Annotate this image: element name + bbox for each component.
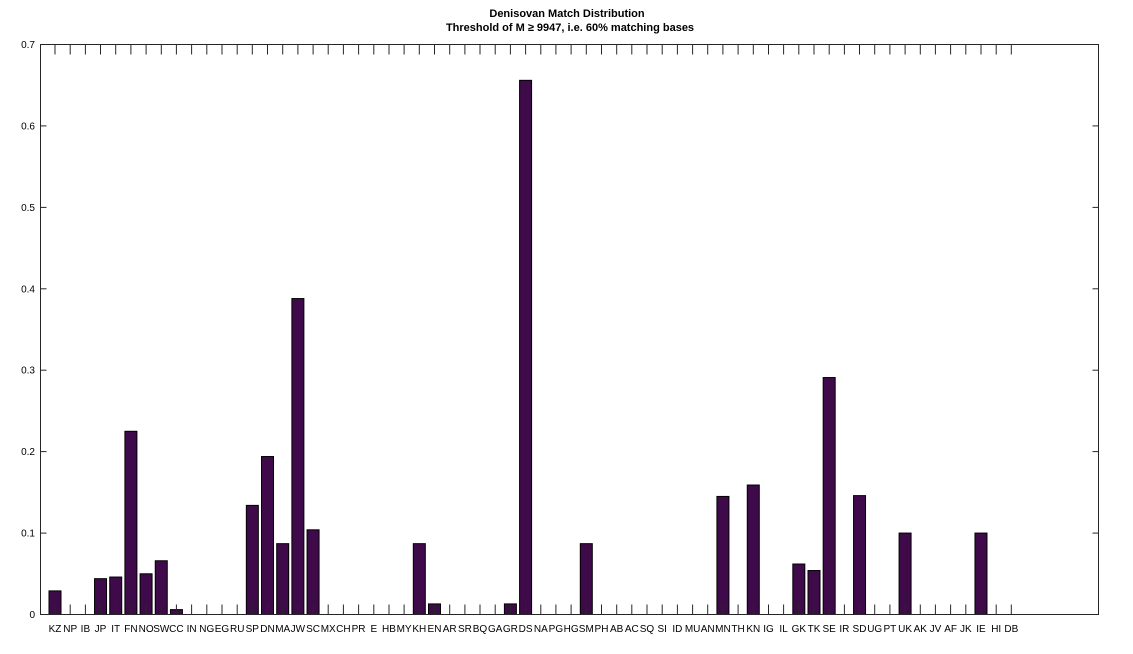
- y-tick-label: 0.1: [21, 529, 35, 540]
- x-tick-label-id: ID: [672, 624, 682, 635]
- x-tick-label-kh: KH: [412, 624, 426, 635]
- x-tick-label-np: NP: [63, 624, 77, 635]
- x-tick-label-af: AF: [944, 624, 957, 635]
- bar-uk: [898, 532, 912, 616]
- x-tick-label-mx: MX: [321, 624, 336, 635]
- x-tick-label-ib: IB: [81, 624, 91, 635]
- x-tick-label-jw: JW: [291, 624, 306, 635]
- x-tick-label-ph: PH: [595, 624, 609, 635]
- x-tick-label-ru: RU: [230, 624, 244, 635]
- x-tick-label-jk: JK: [960, 624, 972, 635]
- bar-sd: [853, 495, 867, 615]
- x-tick-label-ig: IG: [763, 624, 774, 635]
- x-tick-label-pt: PT: [884, 624, 897, 635]
- x-tick-label-mn: MN: [715, 624, 731, 635]
- x-tick-label-uk: UK: [898, 624, 912, 635]
- x-tick-label-th: TH: [731, 624, 744, 635]
- bar-kh: [412, 543, 426, 615]
- x-tick-label-hi: HI: [991, 624, 1001, 635]
- x-tick-label-jv: JV: [930, 624, 942, 635]
- x-tick-label-pr: PR: [352, 624, 366, 635]
- chart-subtitle: Threshold of M ≥ 9947, i.e. 60% matching…: [446, 22, 694, 34]
- bar-ie: [974, 532, 988, 616]
- x-tick-label-ac: AC: [625, 624, 639, 635]
- bar-sp: [245, 504, 259, 616]
- y-tick-label: 0.5: [21, 203, 35, 214]
- x-tick-label-sc: SC: [306, 624, 320, 635]
- x-tick-label-ak: AK: [914, 624, 928, 635]
- x-tick-label-ga: GA: [488, 624, 503, 635]
- x-tick-label-sq: SQ: [640, 624, 655, 635]
- x-tick-label-ab: AB: [610, 624, 624, 635]
- x-tick-label-pg: PG: [549, 624, 564, 635]
- x-tick-label-an: AN: [701, 624, 715, 635]
- y-tick-label: 0.6: [21, 121, 35, 132]
- x-tick-label-na: NA: [534, 624, 548, 635]
- x-tick-label-bq: BQ: [473, 624, 488, 635]
- x-tick-label-sr: SR: [458, 624, 472, 635]
- x-tick-label-hb: HB: [382, 624, 396, 635]
- x-tick-label-sm: SM: [579, 624, 594, 635]
- y-tick-label: 0.4: [21, 284, 35, 295]
- x-tick-label-my: MY: [397, 624, 412, 635]
- x-tick-label-ma: MA: [275, 624, 290, 635]
- x-tick-label-in: IN: [187, 624, 197, 635]
- x-tick-label-ie: IE: [976, 624, 986, 635]
- x-tick-label-dn: DN: [260, 624, 274, 635]
- x-tick-label-eg: EG: [215, 624, 230, 635]
- x-tick-label-no: NO: [139, 624, 154, 635]
- bar-fn: [124, 430, 138, 616]
- x-tick-label-fn: FN: [124, 624, 137, 635]
- x-tick-label-gk: GK: [792, 624, 807, 635]
- x-tick-label-kn: KN: [746, 624, 760, 635]
- x-tick-label-tk: TK: [808, 624, 821, 635]
- y-tick-labels: 0 0.1 0.2 0.3 0.4 0.5 0.6 0.7: [21, 40, 35, 621]
- x-tick-label-ch: CH: [336, 624, 350, 635]
- x-tick-label-mu: MU: [685, 624, 701, 635]
- x-tick-label-ng: NG: [199, 624, 214, 635]
- x-tick-label-it: IT: [111, 624, 120, 635]
- x-tick-label-ds: DS: [519, 624, 533, 635]
- x-tick-label-gr: GR: [503, 624, 518, 635]
- x-tick-label-jp: JP: [95, 624, 107, 635]
- x-tick-label-sw: SW: [153, 624, 170, 635]
- bar-dn: [261, 456, 275, 615]
- chart-title: Denisovan Match Distribution: [489, 8, 645, 20]
- y-tick-label: 0.3: [21, 366, 35, 377]
- bar-sc: [306, 529, 320, 615]
- x-tick-labels: KZ NP IB JP IT FN NO SW CC IN NG EG RU SP DN MA JW SC MX CH…: [49, 624, 1019, 635]
- x-tick-label-il: IL: [779, 624, 788, 635]
- bar-mn: [716, 495, 730, 615]
- x-tick-label-db: DB: [1004, 624, 1018, 635]
- x-tick-label-si: SI: [657, 624, 666, 635]
- bar-jw: [291, 298, 305, 615]
- bars-group: [48, 79, 988, 616]
- bar-sm: [579, 543, 593, 615]
- y-tick-label: 0.7: [21, 40, 35, 51]
- y-tick-label: 0.2: [21, 447, 35, 458]
- bar-ds: [519, 79, 533, 615]
- ticks-group: [40, 44, 1099, 615]
- x-tick-label-ir: IR: [839, 624, 849, 635]
- x-tick-label-ug: UG: [867, 624, 882, 635]
- plot-area-frame: [40, 44, 1099, 615]
- x-tick-label-sp: SP: [246, 624, 260, 635]
- x-tick-label-sd: SD: [853, 624, 867, 635]
- bar-ma: [276, 543, 290, 615]
- bar-kn: [746, 484, 760, 615]
- x-tick-label-kz: KZ: [49, 624, 62, 635]
- x-tick-label-e: E: [370, 624, 377, 635]
- x-tick-label-se: SE: [823, 624, 837, 635]
- x-tick-label-en: EN: [428, 624, 442, 635]
- y-tick-label: 0: [29, 610, 35, 621]
- bar-se: [822, 377, 836, 616]
- x-tick-label-ar: AR: [443, 624, 457, 635]
- x-tick-label-cc: CC: [169, 624, 183, 635]
- x-tick-label-hg: HG: [564, 624, 579, 635]
